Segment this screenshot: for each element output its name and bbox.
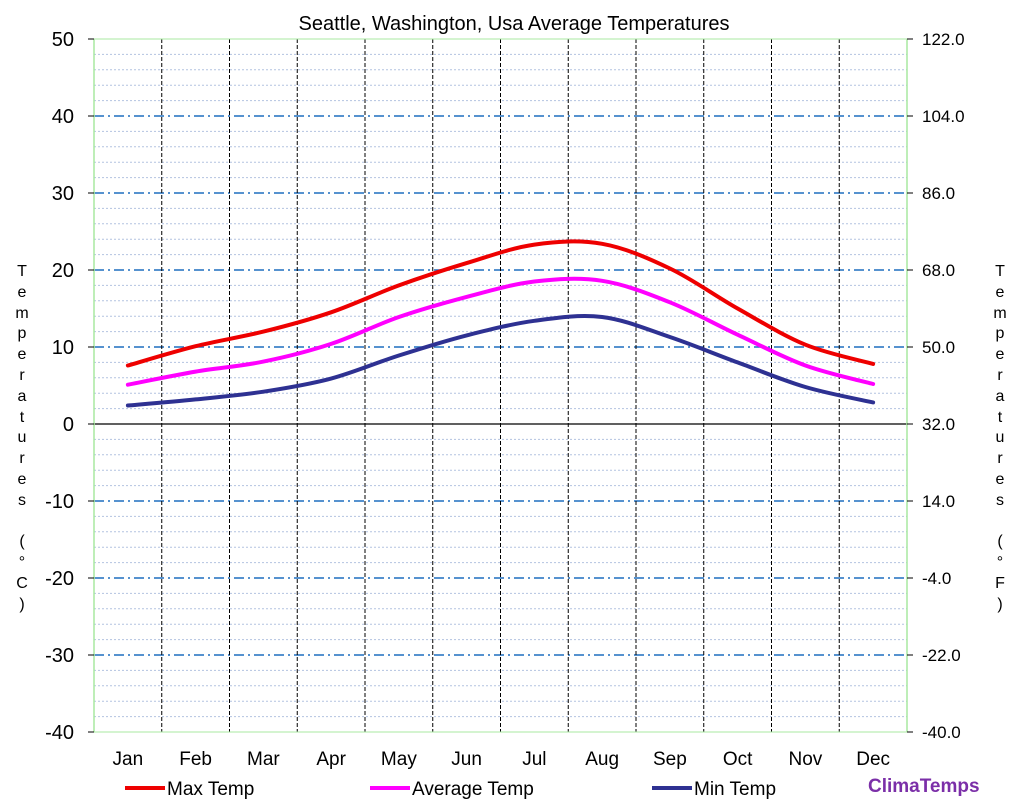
axis-label-char: s	[996, 491, 1004, 509]
axis-label-char: (	[997, 533, 1003, 551]
left-tick-label: 10	[52, 337, 74, 359]
axis-label-char: u	[995, 429, 1005, 447]
brand-logo: ClimaTemps	[868, 776, 980, 797]
axis-label-char	[12, 512, 32, 533]
average-temp-line	[125, 276, 876, 387]
axis-label-char: e	[995, 470, 1005, 488]
x-tick-label: May	[381, 749, 417, 770]
x-tick-label: Jul	[522, 749, 546, 770]
axis-label-char: p	[995, 325, 1005, 343]
right-tick-label: -22.0	[922, 646, 961, 665]
chart-title: Seattle, Washington, Usa Average Tempera…	[299, 13, 730, 35]
axis-label-char: e	[17, 283, 27, 301]
left-tick-label: 40	[52, 106, 74, 128]
axis-label-char: e	[17, 346, 27, 364]
x-tick-label: Dec	[856, 749, 890, 770]
axis-label-char	[990, 512, 1010, 533]
axis-label-char: )	[997, 595, 1003, 613]
legend-label-min-temp: Min Temp	[694, 779, 776, 800]
x-tick-label: Nov	[788, 749, 822, 770]
left-tick-label: -30	[45, 645, 74, 667]
axis-label-char: u	[17, 429, 27, 447]
axis-label-char: T	[17, 263, 27, 280]
left-tick-label: 30	[52, 183, 74, 205]
axis-label-char: e	[17, 470, 27, 488]
left-tick-label: -40	[45, 722, 74, 744]
axis-label-char: r	[997, 450, 1003, 468]
axis-label-char: a	[995, 387, 1005, 405]
axis-label-char: a	[17, 387, 27, 405]
x-axis: Jan Feb Mar Apr May Jun Jul Aug Sep Oct Nov Dec	[113, 749, 890, 770]
right-tick-label: 104.0	[922, 107, 965, 126]
left-tick-label: -20	[45, 568, 74, 590]
axis-label-char: s	[18, 491, 26, 509]
x-tick-label: Aug	[585, 749, 619, 770]
left-tick-label: 20	[52, 260, 74, 282]
x-tick-label: Jan	[113, 749, 144, 770]
x-tick-label: Feb	[179, 749, 212, 770]
axis-label-char: t	[19, 408, 25, 426]
axis-label-char: (	[19, 533, 25, 551]
axis-label-char: e	[995, 346, 1005, 364]
right-tick-label: 86.0	[922, 184, 955, 203]
min-temp-line	[125, 314, 876, 408]
axis-label-char: m	[993, 304, 1007, 322]
legend-label-average-temp: Average Temp	[412, 779, 534, 800]
left-tick-label: 50	[52, 29, 74, 51]
axis-label-char: e	[995, 283, 1005, 301]
right-tick-label: -4.0	[922, 569, 951, 588]
x-tick-label: Mar	[247, 749, 280, 770]
plot-frame	[93, 38, 908, 733]
right-tick-label: 50.0	[922, 338, 955, 357]
legend-label-max-temp: Max Temp	[167, 779, 254, 800]
axis-label-char: C	[16, 574, 28, 592]
right-tick-label: -40.0	[922, 723, 961, 742]
axis-label-char: °	[996, 554, 1004, 572]
right-tick-label: 68.0	[922, 261, 955, 280]
right-tick-label: 122.0	[922, 30, 965, 49]
axis-label-char: p	[17, 325, 27, 343]
max-temp-line	[125, 239, 876, 368]
axis-label-char: r	[19, 450, 25, 468]
x-tick-label: Apr	[316, 749, 346, 770]
axis-label-char: t	[997, 408, 1003, 426]
axis-label-char: °	[18, 554, 26, 572]
legend: Max Temp Average Temp Min Temp	[125, 779, 776, 800]
left-tick-label: -10	[45, 491, 74, 513]
x-tick-label: Sep	[653, 749, 687, 770]
axis-label-char: r	[997, 366, 1003, 384]
axis-label-char: m	[15, 304, 29, 322]
right-tick-label: 32.0	[922, 415, 955, 434]
axis-label-char: F	[995, 574, 1005, 592]
month-gridlines	[161, 39, 840, 732]
right-y-axis: 122.0 104.0 86.0 68.0 50.0 32.0 14.0 -4.0 -22.0 -…	[907, 30, 965, 742]
right-tick-label: 14.0	[922, 492, 955, 511]
left-y-axis: 50 40 30 20 10 0 -10 -20 -30 -40	[45, 29, 94, 744]
axis-label-char: )	[19, 595, 25, 613]
x-tick-label: Oct	[723, 749, 753, 770]
left-tick-label: 0	[63, 414, 74, 436]
axis-label-char: r	[19, 366, 25, 384]
x-tick-label: Jun	[451, 749, 482, 770]
axis-label-char: T	[995, 263, 1005, 280]
series-lines	[125, 239, 876, 408]
